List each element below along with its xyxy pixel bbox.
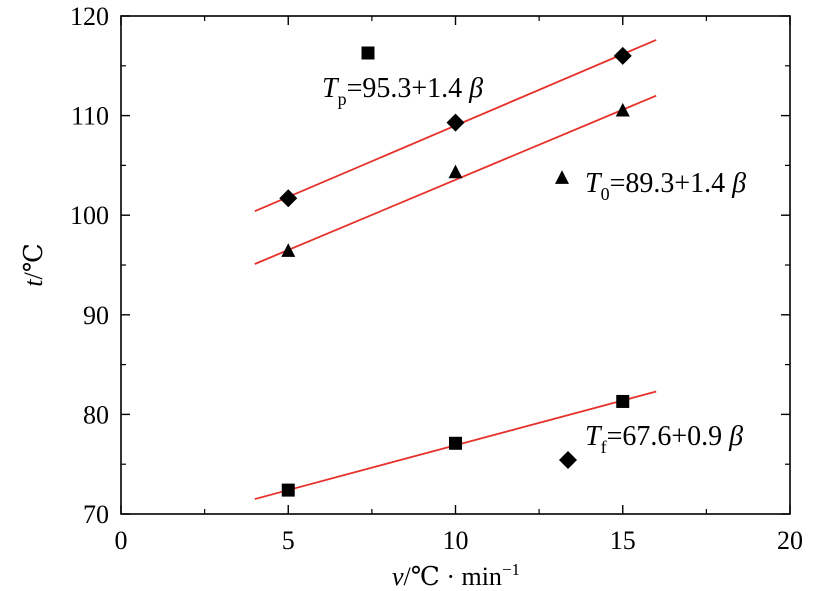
data-markers bbox=[279, 46, 632, 497]
data-point-diamond bbox=[446, 113, 465, 132]
x-axis-unit: /℃ · min bbox=[404, 562, 502, 591]
data-point-square bbox=[616, 394, 630, 408]
x-axis-title: v/℃ · min−1 bbox=[392, 560, 520, 591]
y-tick-label: 100 bbox=[70, 201, 109, 230]
data-point-square bbox=[449, 436, 462, 450]
data-point-square bbox=[281, 483, 295, 497]
data-point-diamond bbox=[279, 189, 298, 208]
y-tick-label: 120 bbox=[70, 2, 109, 31]
x-tick-label: 10 bbox=[443, 526, 469, 555]
y-tick-label: 90 bbox=[83, 301, 109, 330]
y-axis-unit: /℃ bbox=[19, 243, 48, 279]
y-axis-title: t/℃ bbox=[19, 243, 48, 287]
x-axis-exp: −1 bbox=[502, 560, 520, 579]
y-tick-label: 70 bbox=[83, 500, 109, 529]
legend-marker-diamond bbox=[559, 451, 577, 469]
data-point-triangle bbox=[281, 243, 296, 257]
axis-ticks: 0 5 10 15 20 70 80 90 100 110 120 bbox=[70, 2, 803, 555]
data-point-triangle bbox=[448, 164, 463, 179]
legend-label-triangle: T0=89.3+1.4 β bbox=[585, 168, 746, 204]
fit-line-triangle bbox=[254, 94, 657, 265]
legend: Tp=95.3+1.4 β T0=89.3+1.4 β Tf=67.6+0.9 β bbox=[322, 46, 746, 469]
y-tick-label: 80 bbox=[83, 400, 109, 429]
data-point-triangle bbox=[615, 102, 630, 117]
y-axis-var: t bbox=[19, 279, 48, 287]
legend-marker-triangle bbox=[555, 170, 569, 184]
x-tick-label: 5 bbox=[282, 526, 295, 555]
x-axis-var: v bbox=[392, 562, 404, 591]
legend-marker-square bbox=[361, 46, 375, 60]
legend-label-diamond: Tf=67.6+0.9 β bbox=[585, 421, 743, 457]
x-tick-label: 20 bbox=[777, 526, 803, 555]
x-tick-label: 0 bbox=[115, 526, 128, 555]
data-point-diamond bbox=[613, 46, 632, 65]
y-tick-label: 110 bbox=[71, 102, 109, 131]
legend-label-square: Tp=95.3+1.4 β bbox=[322, 73, 483, 109]
x-tick-label: 15 bbox=[610, 526, 636, 555]
